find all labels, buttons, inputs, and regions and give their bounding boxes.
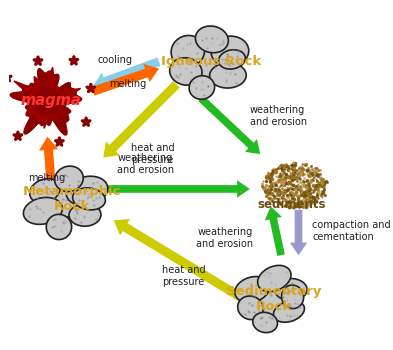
Polygon shape: [10, 69, 82, 135]
Text: cooling: cooling: [98, 55, 133, 65]
FancyArrow shape: [114, 219, 248, 304]
Ellipse shape: [55, 166, 83, 191]
Ellipse shape: [219, 50, 245, 69]
Polygon shape: [13, 131, 22, 140]
Polygon shape: [57, 108, 66, 116]
Ellipse shape: [235, 276, 270, 302]
Polygon shape: [62, 96, 76, 107]
Polygon shape: [27, 105, 38, 114]
FancyArrow shape: [91, 64, 159, 96]
Ellipse shape: [184, 49, 232, 78]
Polygon shape: [44, 67, 55, 88]
Text: sediments: sediments: [257, 198, 326, 211]
Text: heat and
pressure: heat and pressure: [131, 143, 175, 165]
Ellipse shape: [189, 76, 215, 99]
Text: Metamorphic
Rock: Metamorphic Rock: [23, 186, 121, 214]
Polygon shape: [34, 77, 46, 92]
Ellipse shape: [281, 285, 304, 309]
Ellipse shape: [170, 58, 202, 85]
FancyArrow shape: [39, 136, 59, 231]
FancyArrow shape: [107, 180, 250, 198]
Polygon shape: [50, 113, 57, 122]
Text: weathering
and erosion: weathering and erosion: [196, 227, 253, 248]
Text: weathering
and erosion: weathering and erosion: [250, 105, 307, 127]
Ellipse shape: [195, 26, 228, 53]
Ellipse shape: [238, 296, 263, 320]
Ellipse shape: [253, 312, 277, 332]
Text: melting: melting: [109, 79, 146, 89]
FancyArrow shape: [290, 210, 307, 255]
FancyArrow shape: [265, 206, 285, 256]
FancyArrow shape: [198, 96, 260, 154]
FancyArrow shape: [103, 81, 180, 158]
Polygon shape: [12, 97, 33, 104]
Text: magma: magma: [20, 92, 81, 107]
Text: Igneous Rock: Igneous Rock: [161, 55, 261, 68]
Ellipse shape: [66, 176, 108, 205]
Polygon shape: [37, 113, 46, 122]
Ellipse shape: [171, 35, 204, 68]
Polygon shape: [81, 117, 91, 126]
Text: heat and
pressure: heat and pressure: [162, 265, 205, 287]
Polygon shape: [59, 89, 81, 101]
Polygon shape: [55, 137, 64, 146]
Ellipse shape: [211, 36, 249, 67]
Polygon shape: [42, 116, 49, 128]
Text: melting: melting: [28, 174, 66, 183]
Polygon shape: [69, 56, 79, 65]
Ellipse shape: [73, 188, 105, 210]
Text: weathering
and erosion: weathering and erosion: [117, 153, 174, 175]
Ellipse shape: [44, 188, 86, 218]
Ellipse shape: [69, 204, 101, 226]
Ellipse shape: [250, 286, 292, 316]
Ellipse shape: [274, 279, 307, 301]
FancyArrow shape: [93, 57, 161, 91]
Polygon shape: [33, 56, 43, 65]
Ellipse shape: [274, 301, 305, 322]
Ellipse shape: [46, 214, 72, 239]
Polygon shape: [50, 86, 61, 93]
Polygon shape: [2, 73, 12, 82]
Text: compaction and
cementation: compaction and cementation: [312, 220, 391, 242]
Ellipse shape: [257, 265, 291, 292]
Ellipse shape: [209, 63, 246, 88]
Text: Sedimentary
Rock: Sedimentary Rock: [226, 285, 322, 313]
Ellipse shape: [30, 179, 60, 203]
Ellipse shape: [24, 197, 62, 224]
Polygon shape: [86, 84, 95, 92]
Polygon shape: [14, 81, 37, 98]
